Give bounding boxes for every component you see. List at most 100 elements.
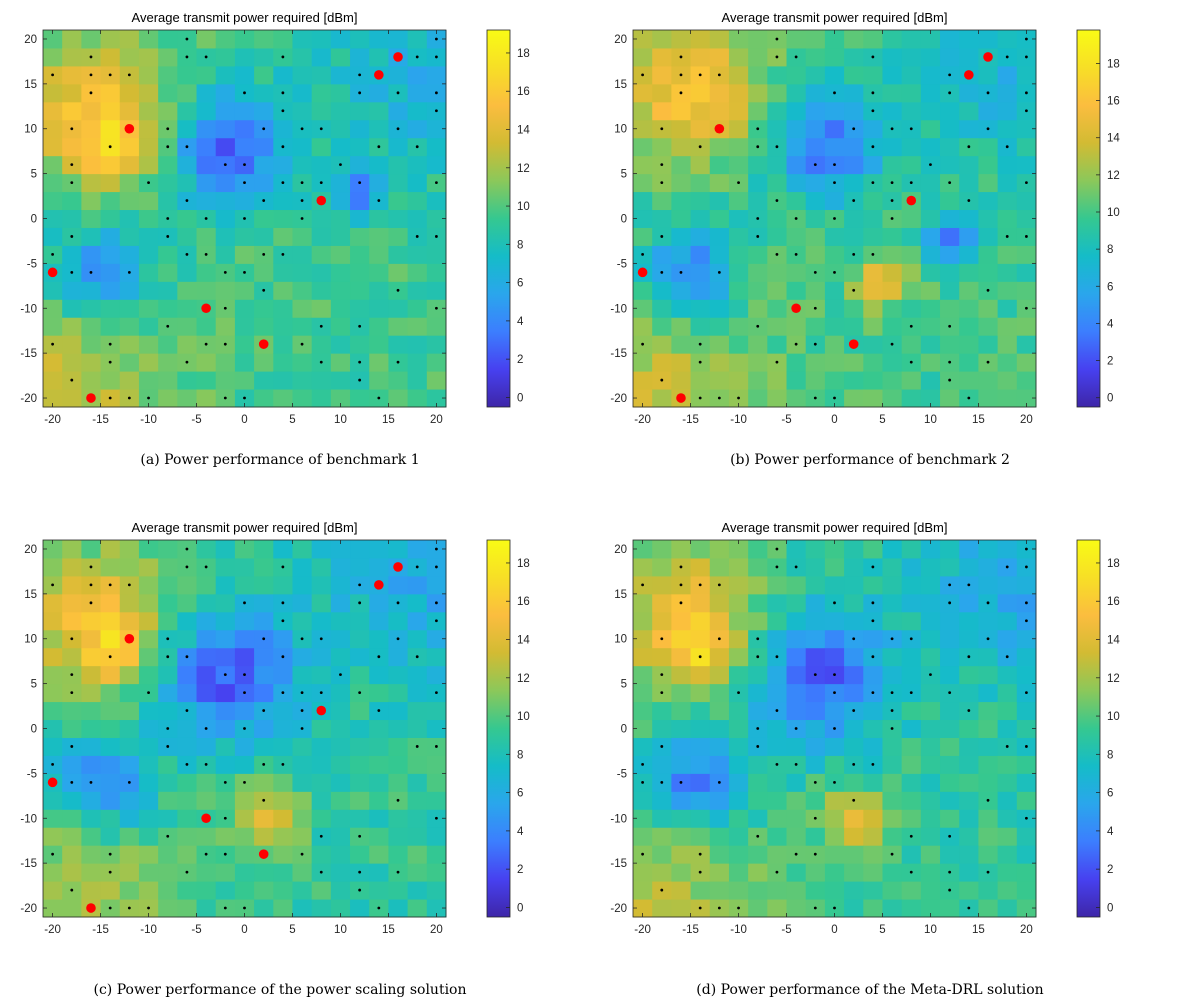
colorbar-tick-label: 16	[517, 596, 530, 608]
user-dot	[794, 253, 798, 256]
heatmap-cell	[997, 701, 1018, 721]
heatmap-cell	[690, 155, 711, 175]
heatmap-cell	[690, 737, 711, 756]
heatmap-cell	[158, 389, 178, 408]
heatmap-cell	[43, 173, 63, 193]
heatmap-cell	[882, 155, 903, 175]
user-dot	[756, 727, 760, 730]
heatmap-cell	[748, 540, 768, 559]
heatmap-cell	[330, 575, 351, 595]
user-dot	[223, 163, 227, 167]
heatmap-cell	[158, 791, 178, 810]
heatmap-cell	[62, 899, 82, 918]
heatmap-cell	[824, 191, 845, 211]
heatmap-cell	[978, 719, 999, 738]
heatmap-cell	[407, 683, 428, 703]
heatmap-cell	[43, 827, 63, 846]
y-tick-label: 0	[621, 724, 627, 736]
heatmap-cell	[330, 65, 351, 85]
heatmap-cell	[844, 899, 864, 918]
heatmap-cell	[369, 173, 389, 193]
heatmap-cell	[633, 647, 653, 667]
x-tick-label: 20	[1020, 414, 1033, 426]
heatmap-cell	[81, 245, 102, 264]
heatmap-cell	[43, 137, 63, 157]
heatmap-cell	[1016, 881, 1037, 900]
heatmap-cell	[690, 173, 711, 193]
heatmap-cell	[311, 540, 332, 559]
heatmap-cell	[728, 737, 749, 756]
heatmap-cell	[767, 173, 788, 193]
user-dot	[986, 601, 990, 605]
heatmap-cell	[863, 665, 883, 685]
heatmap-cell	[292, 899, 313, 918]
user-dot	[794, 727, 798, 730]
heatmap-cell	[100, 665, 121, 685]
heatmap-cell	[709, 665, 730, 685]
heatmap-cell	[748, 83, 768, 103]
heatmap-cell	[940, 647, 960, 667]
user-dot	[775, 145, 779, 149]
heatmap-cell	[997, 281, 1018, 300]
heatmap-cell	[690, 227, 711, 246]
user-dot	[108, 145, 112, 149]
heatmap-cell	[920, 47, 941, 67]
heatmap-cell	[43, 209, 63, 228]
user-dot	[358, 583, 362, 587]
heatmap-cell	[805, 593, 826, 613]
heatmap-cell	[690, 593, 711, 613]
heatmap-cell	[1016, 863, 1037, 882]
heatmap-cell	[407, 281, 428, 300]
user-dot	[319, 834, 323, 838]
user-dot	[147, 181, 150, 184]
user-dot	[185, 199, 189, 202]
user-dot	[243, 780, 246, 784]
heatmap-cell	[369, 371, 389, 390]
heatmap-cell	[330, 119, 351, 139]
heatmap-cell	[311, 65, 332, 85]
heatmap-cell	[43, 83, 63, 103]
heatmap-cell	[671, 209, 692, 228]
user-dot	[415, 655, 419, 659]
user-dot	[51, 253, 54, 256]
heatmap-cell	[728, 83, 749, 103]
user-dot	[70, 888, 74, 892]
heatmap-cell	[388, 647, 409, 667]
heatmap-cell	[1016, 827, 1037, 846]
heatmap-cell	[234, 791, 255, 810]
heatmap-cell	[920, 299, 941, 318]
red-point	[393, 52, 403, 62]
colorbar-tick-label: 18	[517, 558, 530, 570]
heatmap-cell	[652, 317, 672, 336]
heatmap-cell	[177, 119, 198, 139]
heatmap-cell	[177, 155, 198, 175]
heatmap-cell	[1016, 755, 1037, 774]
heatmap-cell	[805, 101, 826, 121]
user-dot	[51, 583, 54, 587]
heatmap-cell	[652, 281, 672, 300]
heatmap-cell	[43, 119, 63, 139]
heatmap-cell	[158, 173, 178, 193]
heatmap-cell	[652, 719, 672, 738]
heatmap-cell	[940, 335, 960, 354]
user-dot	[358, 691, 362, 694]
user-dot	[204, 55, 208, 59]
heatmap-cell	[767, 719, 788, 738]
heatmap-cell	[138, 119, 159, 139]
heatmap-cell	[709, 317, 730, 336]
heatmap-cell	[997, 611, 1018, 631]
heatmap-cell	[138, 647, 159, 667]
heatmap-cell	[671, 737, 692, 756]
heatmap-cell	[805, 317, 826, 336]
colorbar-tick-label: 4	[1107, 826, 1114, 838]
chart-title: Average transmit power required [dBm]	[722, 10, 948, 25]
heatmap-cell	[863, 809, 883, 828]
user-dot	[775, 547, 779, 551]
user-dot	[909, 360, 913, 364]
heatmap-cell	[273, 701, 293, 721]
heatmap-cell	[863, 227, 883, 246]
heatmap-cell	[369, 557, 389, 577]
heatmap-cell	[138, 791, 159, 810]
x-tick-label: 20	[1020, 924, 1033, 936]
heatmap-cell	[388, 155, 409, 175]
